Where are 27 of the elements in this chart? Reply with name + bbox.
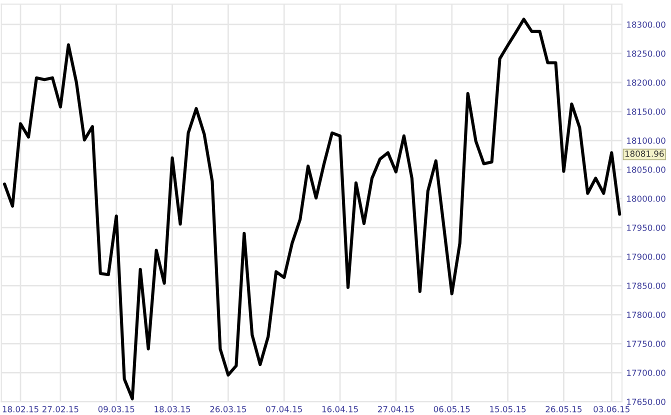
y-tick-label: 18050.00 <box>627 166 666 173</box>
y-tick-label: 17700.00 <box>627 370 666 376</box>
x-tick-label: 27.02.15 <box>42 406 78 412</box>
y-tick-label: 18300.00 <box>627 21 666 28</box>
x-tick-label: 18.03.15 <box>154 406 190 412</box>
y-tick-label: 17750.00 <box>627 340 666 347</box>
y-tick-label: 18200.00 <box>627 79 666 86</box>
x-tick-label: 07.04.15 <box>266 406 302 412</box>
y-tick-label: 17900.00 <box>627 254 666 260</box>
x-tick-label: 27.04.15 <box>378 406 414 412</box>
x-tick-label: 15.05.15 <box>490 406 526 412</box>
y-tick-label: 17800.00 <box>627 312 666 318</box>
y-tick-label: 18000.00 <box>627 196 666 202</box>
y-tick-label: 17850.00 <box>627 282 666 289</box>
x-tick-label: 18.02.15 <box>2 406 38 412</box>
x-tick-label: 06.05.15 <box>434 406 470 412</box>
x-tick-label: 26.05.15 <box>546 406 582 412</box>
y-tick-label: 18100.00 <box>627 138 666 144</box>
y-tick-label: 18150.00 <box>627 108 666 115</box>
x-tick-label: 26.03.15 <box>210 406 246 412</box>
y-tick-label: 17950.00 <box>627 224 666 231</box>
text: 18081.96 <box>625 150 664 157</box>
y-tick-label: 17650.00 <box>627 398 666 406</box>
y-tick-label: 18250.00 <box>627 50 666 57</box>
x-tick-label: 16.04.15 <box>322 406 358 412</box>
x-tick-label: 09.03.15 <box>98 406 134 412</box>
x-tick-label: 03.06.15 <box>594 406 630 412</box>
